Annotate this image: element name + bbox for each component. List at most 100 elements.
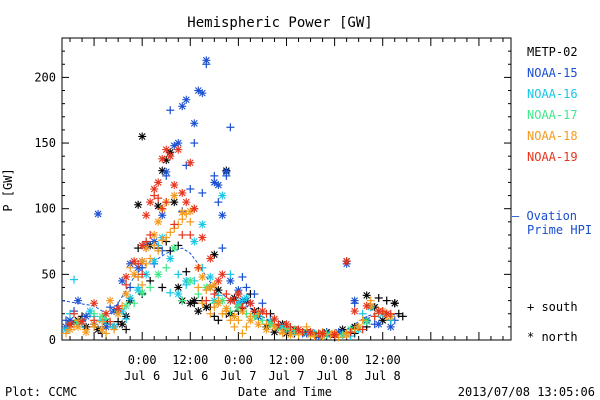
noaa-18-south-point [210, 303, 219, 312]
noaa-18-north-point [178, 208, 187, 217]
metp-02-north-point [138, 132, 147, 141]
noaa-18-south-point [202, 286, 211, 295]
noaa-19-south-point [162, 198, 171, 207]
noaa-18-north-point [130, 270, 139, 279]
marker-legend-item: + south [527, 300, 578, 314]
legend-item-noaa-16: NOAA-16 [527, 87, 578, 101]
noaa-19-north-point [342, 257, 351, 266]
noaa-19-north-point [158, 154, 167, 163]
noaa-19-north-point [186, 158, 195, 167]
noaa-18-north-point [214, 299, 223, 308]
noaa-15-north-point [386, 322, 395, 331]
noaa-17-south-point [162, 263, 171, 272]
noaa-19-north-point [306, 328, 315, 337]
noaa-15-south-point [182, 161, 191, 170]
noaa-18-south-point [98, 317, 107, 326]
noaa-15-north-point [226, 276, 235, 285]
noaa-18-north-point [170, 191, 179, 200]
noaa-18-south-point [158, 236, 167, 245]
noaa-19-south-point [178, 230, 187, 239]
noaa-19-north-point [166, 152, 175, 161]
noaa-19-north-point [258, 307, 267, 316]
noaa-15-south-point [238, 272, 247, 281]
noaa-17-north-point [170, 244, 179, 253]
noaa-18-north-point [138, 257, 147, 266]
noaa-16-south-point [166, 288, 175, 297]
noaa-18-north-point [74, 322, 83, 331]
noaa-19-north-point [78, 317, 87, 326]
noaa-18-north-point [186, 207, 195, 216]
noaa-18-north-point [230, 312, 239, 321]
noaa-15-north-point [94, 209, 103, 218]
noaa-15-north-point [374, 320, 383, 329]
noaa-18-north-point [342, 330, 351, 339]
noaa-18-south-point [350, 325, 359, 334]
ovation-legend-line2: Prime HPI [527, 223, 592, 237]
noaa-19-south-point [370, 312, 379, 321]
noaa-18-north-point [286, 330, 295, 339]
x-tick-label-time: 12:00 [172, 353, 208, 367]
noaa-18-north-point [154, 217, 163, 226]
noaa-17-north-point [154, 270, 163, 279]
ovation-legend-line1: — Ovation [512, 209, 577, 223]
noaa-18-south-point [234, 316, 243, 325]
metp-02-south-point [174, 241, 183, 250]
noaa-19-north-point [146, 198, 155, 207]
metp-02-south-point [214, 316, 223, 325]
noaa-19-south-point [122, 280, 131, 289]
noaa-19-north-point [282, 320, 291, 329]
noaa-18-south-point [238, 329, 247, 338]
noaa-15-north-point [350, 296, 359, 305]
noaa-18-south-point [134, 272, 143, 281]
noaa-15-north-point [190, 119, 199, 128]
noaa-19-south-point [106, 317, 115, 326]
y-tick-label: 150 [34, 136, 56, 150]
x-tick-label-date: Jul 7 [220, 369, 256, 383]
noaa-18-north-point [254, 320, 263, 329]
noaa-19-south-point [170, 220, 179, 229]
x-axis-title: Date and Time [238, 385, 332, 399]
noaa-17-north-point [266, 320, 275, 329]
metp-02-north-point [158, 166, 167, 175]
noaa-18-south-point [230, 322, 239, 331]
noaa-17-south-point [258, 316, 267, 325]
noaa-18-south-point [118, 301, 127, 310]
noaa-19-north-point [174, 145, 183, 154]
noaa-15-north-point [162, 167, 171, 176]
y-axis: 0 50 100 150 200 [34, 50, 511, 347]
noaa-19-south-point [134, 259, 143, 268]
noaa-19-north-point [218, 270, 227, 279]
noaa-19-south-point [238, 303, 247, 312]
noaa-18-north-point [98, 325, 107, 334]
noaa-16-north-point [190, 237, 199, 246]
metp-02-south-point [382, 296, 391, 305]
noaa-15-south-point [166, 106, 175, 115]
noaa-18-north-point [82, 328, 91, 337]
noaa-17-south-point [146, 283, 155, 292]
noaa-19-north-point [114, 304, 123, 313]
noaa-18-south-point [146, 254, 155, 263]
noaa-18-south-point [138, 280, 147, 289]
noaa-19-south-point [274, 320, 283, 329]
noaa-15-south-point [214, 198, 223, 207]
y-tick-label: 100 [34, 202, 56, 216]
noaa-19-north-point [350, 307, 359, 316]
noaa-19-north-point [154, 178, 163, 187]
x-tick-label-time: 12:00 [268, 353, 304, 367]
noaa-15-south-point [226, 123, 235, 132]
chart-title: Hemispheric Power [GW] [187, 15, 372, 31]
x-tick-label-date: Jul 6 [124, 369, 160, 383]
x-tick-label-time: 0:00 [320, 353, 349, 367]
noaa-19-south-point [222, 290, 231, 299]
noaa-18-north-point [150, 230, 159, 239]
noaa-18-south-point [218, 309, 227, 318]
noaa-18-south-point [226, 316, 235, 325]
legend: METP-02 NOAA-15 NOAA-16 NOAA-17 NOAA-18 NOAA-… [527, 45, 578, 164]
noaa-18-south-point [254, 309, 263, 318]
noaa-19-north-point [382, 309, 391, 318]
noaa-19-north-point [190, 204, 199, 213]
legend-item-metp-02: METP-02 [527, 45, 578, 59]
metp-02-south-point [398, 312, 407, 321]
legend-item-noaa-19: NOAA-19 [527, 150, 578, 164]
